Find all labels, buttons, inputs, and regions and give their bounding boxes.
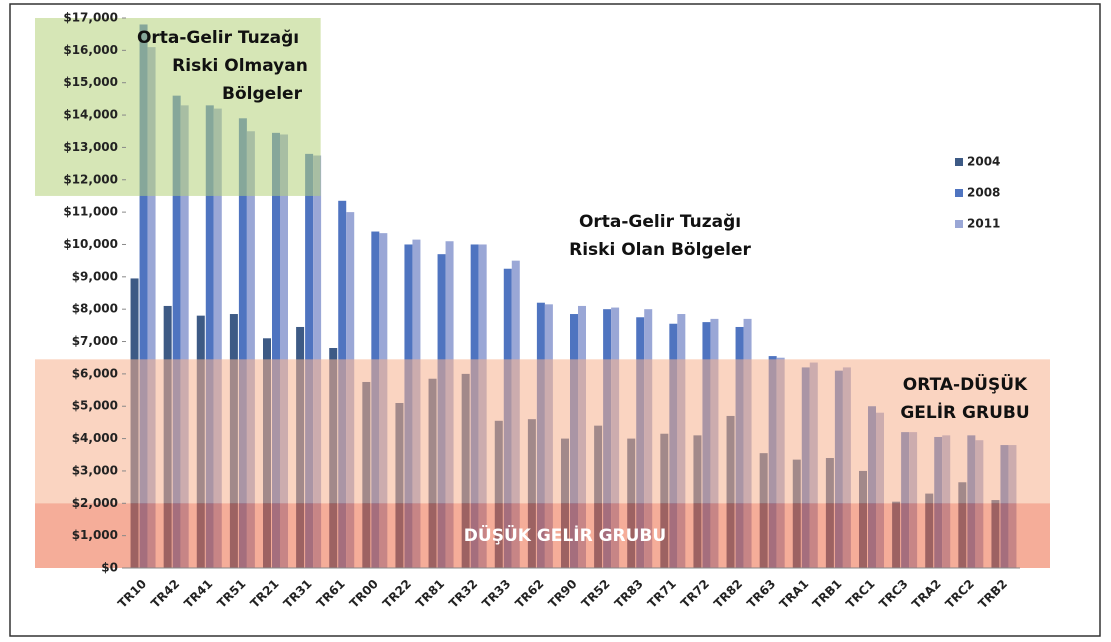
bar xyxy=(172,95,181,568)
x-tick-label: TR31 xyxy=(281,577,315,611)
y-tick-label: $7,000 xyxy=(72,334,118,348)
x-tick-label: TR83 xyxy=(612,577,646,611)
annotation: Riski Olan Bölgeler xyxy=(569,240,751,260)
y-tick-label: $9,000 xyxy=(72,269,118,283)
x-tick-label: TRB1 xyxy=(810,577,845,612)
x-tick-label: TRA1 xyxy=(777,577,812,612)
x-tick-label: TR00 xyxy=(347,577,381,611)
bar xyxy=(272,132,280,568)
legend-swatch xyxy=(955,158,963,166)
bar xyxy=(238,118,247,568)
legend-label: 2008 xyxy=(967,186,1000,200)
y-tick-label: $16,000 xyxy=(63,43,118,57)
x-tick-label: TR81 xyxy=(413,577,447,611)
y-tick-label: $12,000 xyxy=(63,172,118,186)
x-tick-label: TR71 xyxy=(645,577,679,611)
region-label: Bölgeler xyxy=(222,84,303,104)
y-tick-label: $1,000 xyxy=(72,528,118,542)
y-tick-label: $15,000 xyxy=(63,75,118,89)
x-tick-label: TR82 xyxy=(711,577,745,611)
x-tick-label: TRB2 xyxy=(975,577,1010,612)
x-tick-label: TR33 xyxy=(479,577,513,611)
x-tick-label: TR90 xyxy=(546,577,580,611)
y-tick-label: $10,000 xyxy=(63,237,118,251)
bar xyxy=(213,108,222,569)
region-label: Orta-Gelir Tuzağı xyxy=(137,28,299,48)
legend-label: 2011 xyxy=(967,217,1000,231)
y-tick-label: $13,000 xyxy=(63,140,118,154)
bar xyxy=(180,105,189,569)
y-tick-label: $0 xyxy=(101,561,118,575)
bar xyxy=(246,131,255,568)
y-tick-label: $2,000 xyxy=(72,496,118,510)
frame xyxy=(9,3,1101,637)
y-tick-label: $4,000 xyxy=(72,431,118,445)
x-tick-label: TR41 xyxy=(181,577,215,611)
region-label: DÜŞÜK GELİR GRUBU xyxy=(464,524,666,546)
x-tick-label: TR52 xyxy=(579,577,613,611)
y-tick-label: $8,000 xyxy=(72,302,118,316)
y-tick-label: $5,000 xyxy=(72,399,118,413)
region xyxy=(35,18,321,196)
bar xyxy=(205,105,214,569)
x-tick-label: TR72 xyxy=(678,577,712,611)
x-tick-label: TR21 xyxy=(248,577,282,611)
annotation: Orta-Gelir Tuzağı xyxy=(579,212,741,232)
y-tick-label: $11,000 xyxy=(63,205,118,219)
bar xyxy=(280,134,288,568)
x-tick-label: TR42 xyxy=(148,577,182,611)
legend-label: 2004 xyxy=(967,155,1000,169)
region-label: GELİR GRUBU xyxy=(900,401,1029,423)
region xyxy=(35,359,1050,504)
x-tick-label: TRC2 xyxy=(943,577,977,611)
bar xyxy=(147,47,156,568)
x-tick-label: TR62 xyxy=(512,577,546,611)
x-tick-label: TRA2 xyxy=(909,577,944,612)
y-tick-label: $17,000 xyxy=(63,11,118,25)
x-tick-label: TR22 xyxy=(380,577,414,611)
x-tick-label: TR61 xyxy=(314,577,348,611)
y-tick-label: $6,000 xyxy=(72,366,118,380)
x-tick-label: TR10 xyxy=(115,577,149,611)
x-tick-label: TR32 xyxy=(446,577,480,611)
x-tick-label: TR63 xyxy=(744,577,778,611)
region xyxy=(35,503,1050,568)
x-tick-label: TRC3 xyxy=(876,577,910,611)
x-tick-label: TR51 xyxy=(214,577,248,611)
region-label: ORTA-DÜŞÜK xyxy=(903,373,1028,395)
y-tick-label: $14,000 xyxy=(63,108,118,122)
legend-swatch xyxy=(955,189,963,197)
y-tick-label: $3,000 xyxy=(72,463,118,477)
bar xyxy=(139,24,148,569)
legend-swatch xyxy=(955,220,963,228)
x-tick-label: TRC1 xyxy=(843,577,877,611)
region-label: Riski Olmayan xyxy=(172,56,308,76)
